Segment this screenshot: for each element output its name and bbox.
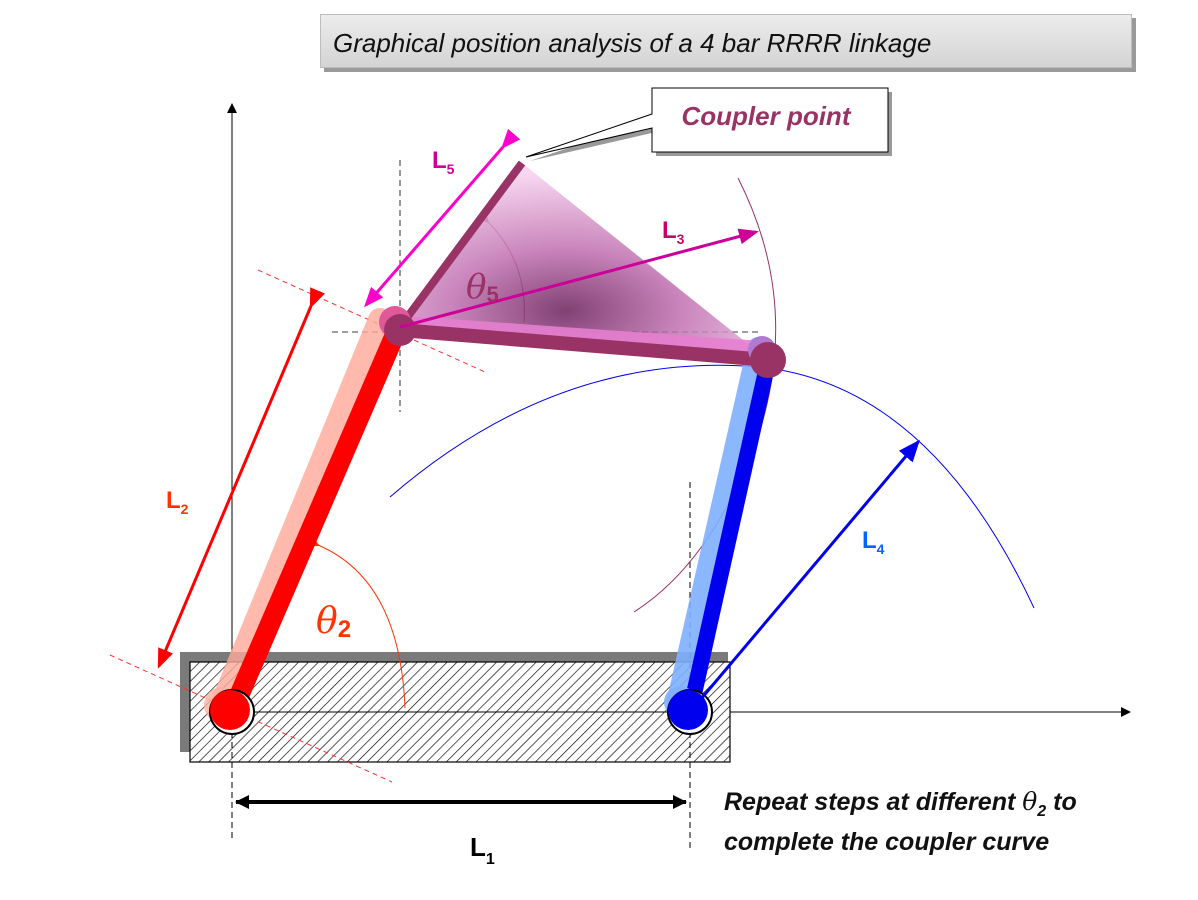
instruction-line-2: complete the coupler curve bbox=[724, 828, 1050, 856]
instruction-note: Repeat steps at different θ2 to complete… bbox=[724, 786, 1077, 858]
rocker-ghost bbox=[667, 337, 769, 711]
joint-a bbox=[210, 690, 250, 730]
l5-dimension-arrow bbox=[364, 128, 521, 308]
theta2-arc bbox=[306, 535, 406, 709]
instruction-line-1: Repeat steps at different θ2 to bbox=[724, 787, 1077, 820]
l2-dimension-arrow bbox=[157, 287, 325, 669]
coupler-link bbox=[399, 323, 769, 367]
coupler-ghost bbox=[385, 315, 769, 355]
label-l2: L2 bbox=[166, 487, 189, 517]
label-theta2: θ2 bbox=[316, 601, 351, 643]
rocker-link bbox=[682, 360, 776, 714]
l3-dimension-arrow bbox=[399, 228, 759, 329]
label-l3: L3 bbox=[662, 217, 685, 247]
label-l1: L1 bbox=[470, 832, 495, 868]
callout-box bbox=[525, 87, 889, 158]
joint-d bbox=[668, 690, 708, 730]
l4-dimension-arrow bbox=[688, 439, 920, 713]
diagram-title: Graphical position analysis of a 4 bar R… bbox=[333, 28, 932, 58]
title-bar: Graphical position analysis of a 4 bar R… bbox=[320, 14, 1132, 68]
callout-label: Coupler point bbox=[682, 101, 852, 131]
crank-ghost bbox=[210, 308, 392, 717]
joint-b bbox=[384, 314, 416, 346]
joint-c bbox=[750, 342, 786, 378]
l2-dimension-guide-top bbox=[257, 269, 486, 373]
label-theta5: θ5 bbox=[466, 267, 499, 307]
label-l4: L4 bbox=[862, 527, 885, 557]
label-l5: L5 bbox=[432, 147, 455, 177]
